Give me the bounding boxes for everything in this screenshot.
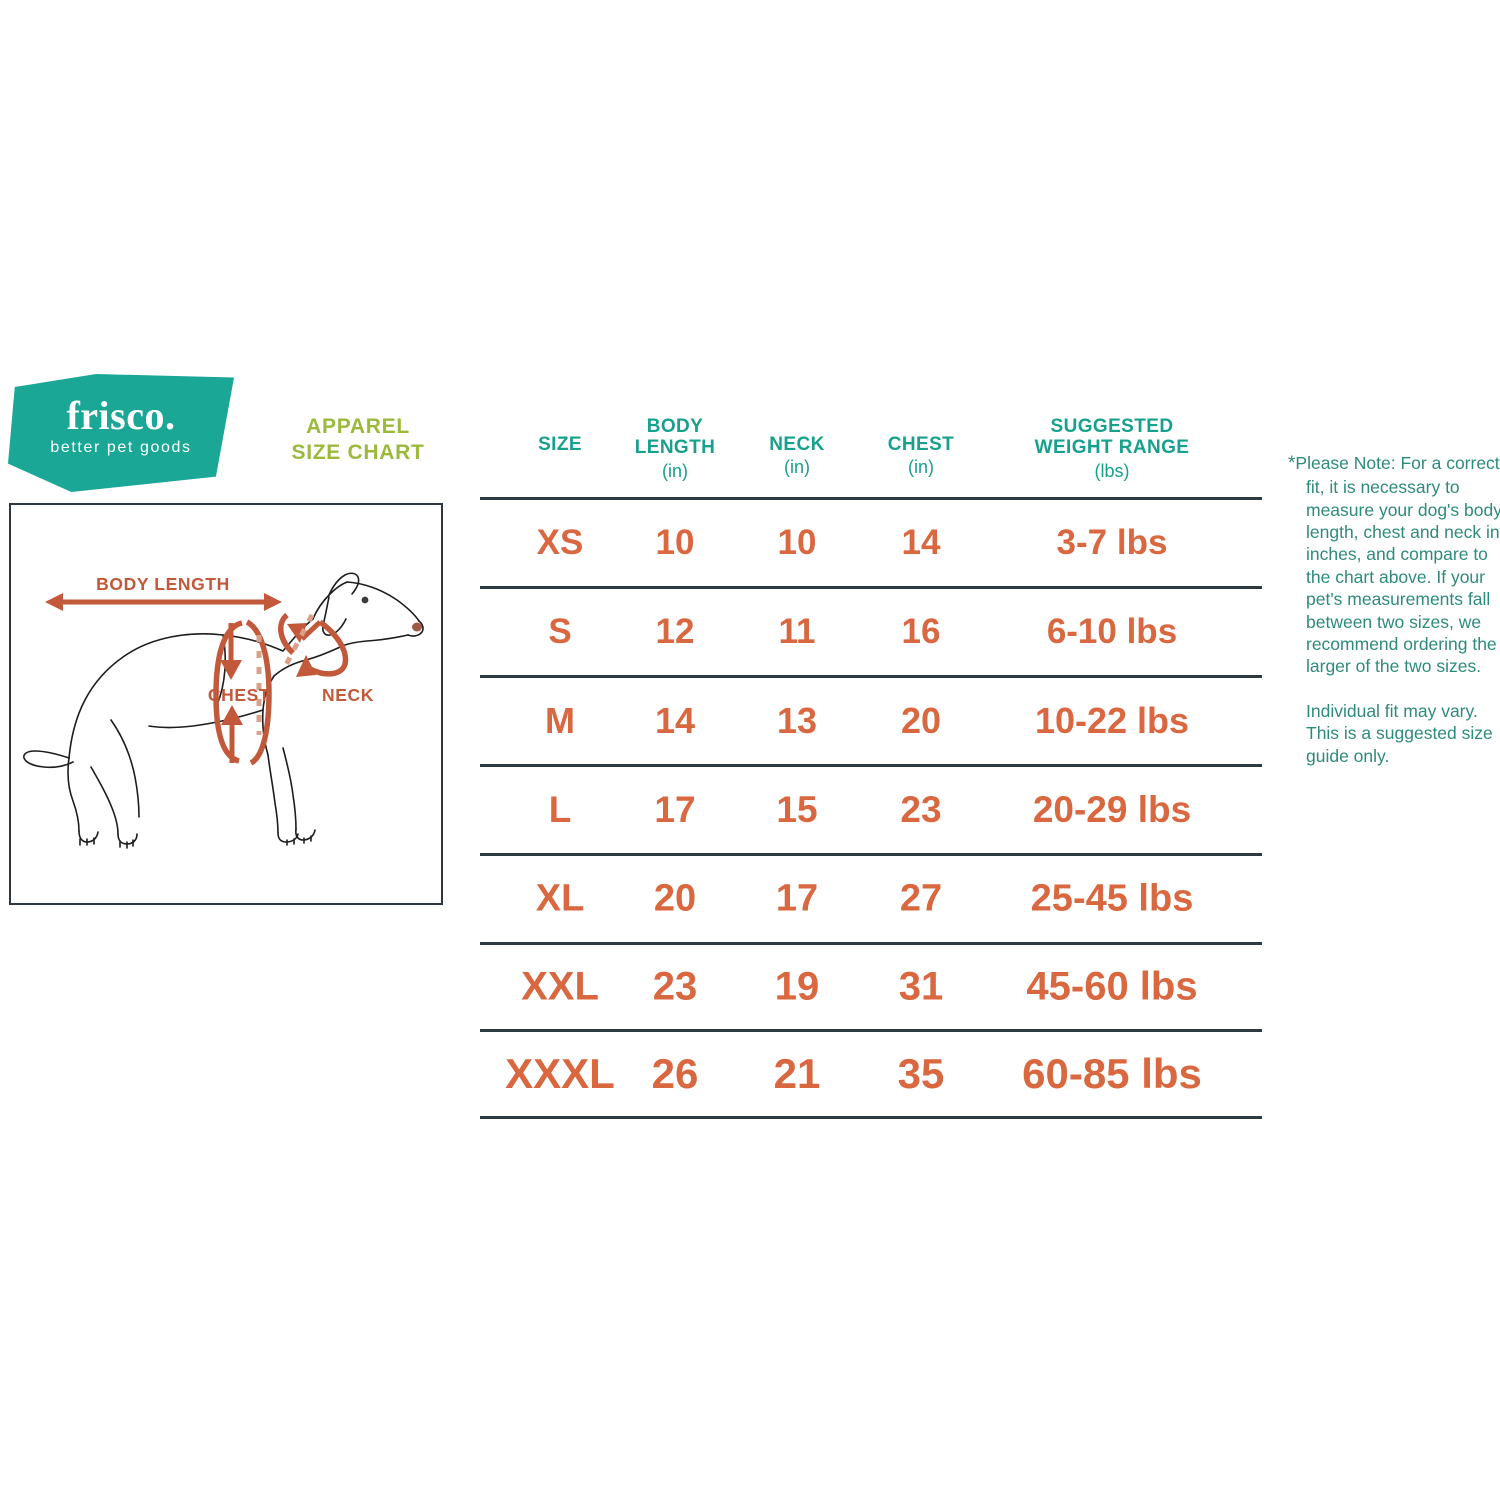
table-row: M 14 13 20 10-22 lbs [480,678,1264,764]
table-divider [480,1029,1262,1032]
column-header-neck-unit: (in) [784,457,810,478]
cell-weight: 10-22 lbs [1034,700,1190,741]
frisco-logo: frisco. better pet goods [8,374,234,492]
table-divider [480,1116,1262,1119]
chest-arrow-shafts [228,623,235,763]
table-divider [480,497,1262,500]
chest-arrows-icon [220,660,243,725]
cell-chest: 16 [901,612,941,651]
cell-body-length: 12 [655,612,695,651]
table-row: L 17 15 23 20-29 lbs [480,767,1264,853]
page-title-line2: SIZE CHART [291,440,425,464]
cell-body-length: 10 [655,523,695,562]
cell-size: S [548,612,572,651]
column-header-neck: NECK (in) [738,434,856,477]
neck-arrow-shafts [300,620,322,641]
table-divider [480,853,1262,856]
cell-body-length: 14 [654,700,696,741]
table-row: XS 10 10 14 3-7 lbs [480,500,1264,586]
table-row: XXL 23 19 31 45-60 lbs [480,945,1264,1029]
column-header-size-label: SIZE [538,434,582,455]
column-header-weight-unit: (lbs) [1094,460,1130,481]
cell-size: XXXL [505,1050,615,1097]
note-heading: Please Note: [1295,453,1396,473]
body-length-arrow-icon [45,593,282,611]
table-row: S 12 11 16 6-10 lbs [480,589,1264,675]
note-asterisk: * [1288,453,1296,474]
cell-size: XXL [521,964,599,1009]
cell-neck: 11 [778,612,816,651]
cell-chest: 35 [897,1050,945,1097]
cell-chest: 23 [900,789,942,830]
table-row: XXXL 26 21 35 60-85 lbs [480,1032,1264,1116]
dog-diagram-svg: BODY LENGTH CHEST [23,572,424,849]
cell-neck: 13 [776,700,818,741]
column-header-body-length-unit: (in) [662,460,688,481]
table-divider [480,586,1262,589]
column-header-weight-l1: SUGGESTED [1050,416,1174,437]
note-paragraph-1: *Please Note: For a correct fit, it is n… [1288,452,1500,678]
column-header-weight-range: SUGGESTED WEIGHT RANGE (lbs) [972,416,1252,481]
logo-badge-shape [8,374,234,492]
neck-arrows-icon [287,623,316,677]
cell-neck: 10 [777,523,817,562]
column-header-chest: CHEST (in) [862,434,980,477]
column-header-weight-l2: WEIGHT RANGE [1034,437,1190,459]
note-body-2: Individual fit may vary. This is a sugge… [1306,700,1493,766]
cell-weight: 60-85 lbs [1022,1050,1202,1097]
column-header-body-length-l2: LENGTH [634,437,716,459]
cell-neck: 17 [775,877,819,920]
column-header-chest-unit: (in) [908,457,934,478]
cell-weight: 6-10 lbs [1046,612,1178,651]
table-divider [480,675,1262,678]
please-note-block: *Please Note: For a correct fit, it is n… [1288,452,1500,767]
cell-chest: 14 [901,523,941,562]
cell-body-length: 26 [651,1050,699,1097]
cell-neck: 15 [776,789,818,830]
cell-neck: 21 [773,1050,821,1097]
table-divider [480,764,1262,767]
cell-size: XS [536,523,584,562]
cell-body-length: 23 [652,964,698,1009]
page-title: APPAREL SIZE CHART [268,414,448,465]
table-divider [480,942,1262,945]
table-header-row: SIZE BODY LENGTH (in) NECK (in) CHEST (i… [480,412,1264,497]
note-body-1: For a correct fit, it is necessary to me… [1306,453,1500,677]
body-length-label: BODY LENGTH [96,574,230,594]
cell-weight: 3-7 lbs [1056,523,1168,562]
cell-chest: 20 [900,700,942,741]
page-title-line1: APPAREL [306,415,410,438]
dog-measurement-diagram: BODY LENGTH CHEST [9,503,443,905]
cell-weight: 45-60 lbs [1026,964,1198,1009]
cell-size: XL [535,877,585,920]
table-body: XS 10 10 14 3-7 lbs S 12 11 16 6-10 lbs M 14 13 20 10-… [480,500,1264,1119]
cell-chest: 31 [898,964,944,1009]
cell-body-length: 17 [654,789,696,830]
cell-neck: 19 [774,964,820,1009]
dog-eye-icon [361,596,369,604]
logo-wordmark: frisco. [66,393,176,438]
column-header-body-length: BODY LENGTH (in) [615,416,735,481]
column-header-neck-label: NECK [769,434,825,455]
cell-weight: 20-29 lbs [1032,789,1192,830]
table-row: XL 20 17 27 25-45 lbs [480,856,1264,942]
column-header-body-length-l1: BODY [646,416,704,437]
cell-weight: 25-45 lbs [1030,877,1194,920]
neck-loop-icon [278,612,349,677]
neck-guide-dashed-line [282,613,315,669]
logo-tagline: better pet goods [50,439,192,456]
size-chart-table: SIZE BODY LENGTH (in) NECK (in) CHEST (i… [480,412,1264,1119]
column-header-size: SIZE [500,434,620,455]
dog-outline-icon [23,572,424,849]
cell-size: M [545,700,575,741]
cell-chest: 27 [899,877,943,920]
column-header-chest-label: CHEST [887,434,955,455]
note-paragraph-2: Individual fit may vary. This is a sugge… [1288,700,1500,767]
dog-nose-icon [412,622,422,632]
chest-label: CHEST [208,685,270,705]
cell-size: L [548,789,572,830]
cell-body-length: 20 [653,877,697,920]
neck-label: NECK [322,685,374,705]
